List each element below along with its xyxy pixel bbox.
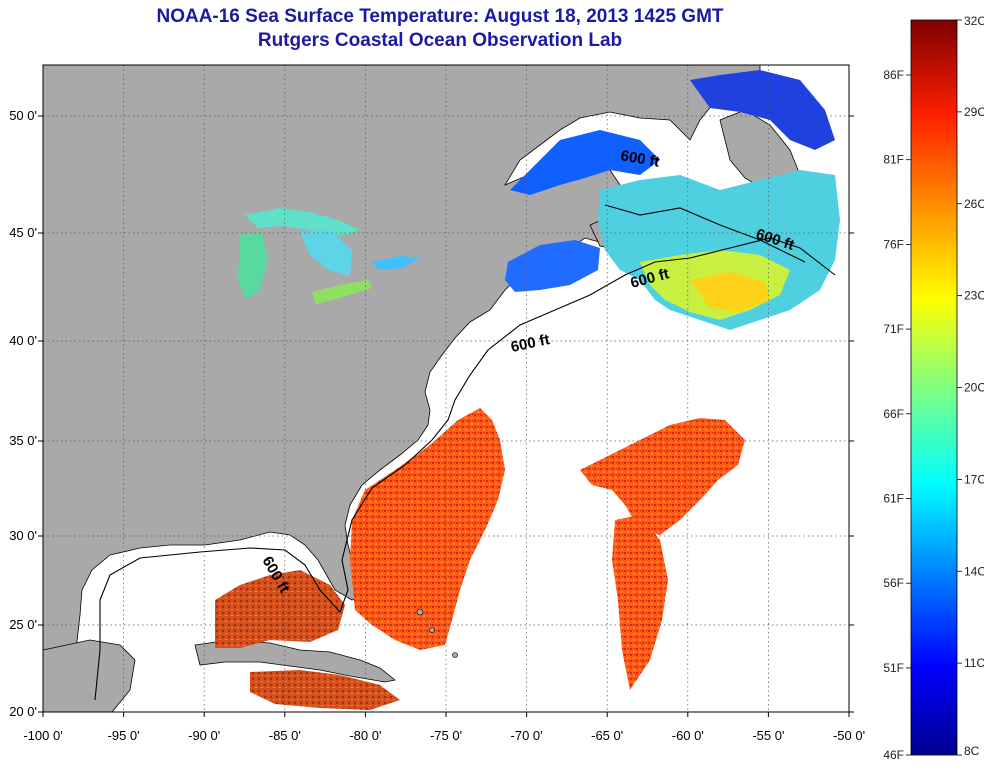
gulf-of-maine-sst (505, 240, 600, 292)
caribbean-sst (250, 670, 400, 710)
graticule (43, 65, 849, 712)
lon-tick-label: -70 0' (511, 728, 543, 743)
celsius-label: 14C (964, 564, 984, 578)
fahrenheit-label: 51F (883, 661, 904, 675)
lake-erie-sst (312, 280, 372, 304)
fahrenheit-label: 86F (883, 68, 904, 82)
lon-tick-label: -100 0' (23, 728, 62, 743)
island-bahamas-3 (452, 652, 458, 658)
lake-ontario-sst (372, 256, 420, 270)
celsius-label: 8C (964, 744, 980, 758)
celsius-label: 26C (964, 197, 984, 211)
fahrenheit-label: 81F (883, 153, 904, 167)
sargasso-patch-south (612, 515, 668, 690)
celsius-label: 20C (964, 381, 984, 395)
contour-label-gulf-st-lawrence: 600 ft (619, 147, 661, 171)
colorbar (910, 19, 958, 756)
lat-tick-label: 35 0' (9, 433, 37, 448)
contour-600ft-line (94, 237, 836, 701)
celsius-label: 17C (964, 472, 984, 486)
lon-tick-label: -85 0' (269, 728, 301, 743)
axis-ticks: -100 0' -95 0' -90 0' -85 0' -80 0' -75 0' -70… (9, 108, 865, 743)
gulf-st-lawrence-sst (510, 130, 660, 195)
lon-tick-label: -65 0' (591, 728, 623, 743)
lon-tick-label: -55 0' (752, 728, 784, 743)
lat-tick-label: 30 0' (9, 528, 37, 543)
lat-tick-label: 40 0' (9, 333, 37, 348)
celsius-label: 32C (964, 14, 984, 28)
lon-tick-label: -95 0' (108, 728, 140, 743)
lon-tick-label: -75 0' (430, 728, 462, 743)
fahrenheit-label: 46F (883, 748, 904, 762)
colorbar-labels: 32C 29C 26C 23C 20C 17C 14C 11C 8C 86F 81F 76F 71F 66… (883, 14, 984, 762)
island-bahamas-1 (416, 608, 424, 616)
celsius-label: 29C (964, 105, 984, 119)
celsius-label: 23C (964, 289, 984, 303)
yucatan-land (43, 639, 136, 712)
north-america-land (43, 65, 761, 712)
lake-huron-sst (300, 230, 352, 276)
lon-tick-label: -50 0' (833, 728, 865, 743)
gulf-of-mexico-sst (215, 570, 345, 648)
fahrenheit-label: 76F (883, 237, 904, 251)
island-bahamas-2 (429, 627, 435, 633)
grand-banks-yellow-core (690, 272, 770, 312)
fahrenheit-label: 66F (883, 407, 904, 421)
lon-tick-label: -80 0' (349, 728, 381, 743)
lat-tick-label: 20 0' (9, 704, 37, 719)
lat-tick-label: 25 0' (9, 617, 37, 632)
contour-600ft-line-north (604, 204, 806, 263)
lake-superior-sst (245, 208, 360, 236)
lat-tick-label: 50 0' (9, 108, 37, 123)
sargasso-patch-east (580, 418, 745, 535)
labrador-coast-sst (690, 70, 835, 150)
lake-michigan-sst (238, 232, 268, 300)
map-subtitle: Rutgers Coastal Ocean Observation Lab (257, 30, 623, 51)
fahrenheit-label: 71F (883, 322, 904, 336)
lon-tick-label: -60 0' (672, 728, 704, 743)
fahrenheit-label: 56F (883, 576, 904, 590)
lon-tick-label: -90 0' (188, 728, 220, 743)
celsius-label: 11C (964, 656, 984, 670)
gulf-stream-sst (350, 408, 505, 650)
lat-tick-label: 45 0' (9, 225, 37, 240)
map-title: NOAA-16 Sea Surface Temperature: August … (156, 6, 724, 27)
map-layers: 600 ft 600 ft 600 ft 600 ft 600 ft (43, 65, 849, 712)
fahrenheit-label: 61F (883, 492, 904, 506)
